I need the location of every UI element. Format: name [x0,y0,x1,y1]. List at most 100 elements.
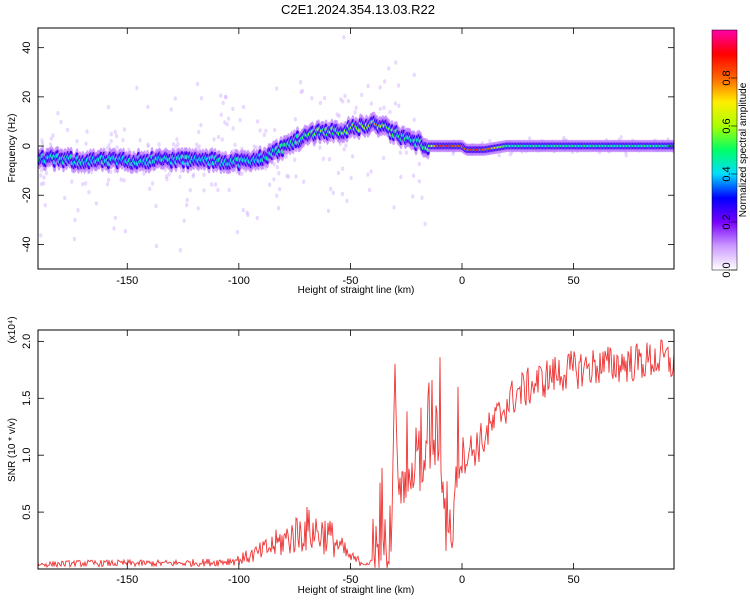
heatmap-speckle [195,142,199,147]
spectrogram-x-axis-title: Height of straight line (km) [298,285,415,296]
heatmap-speckle [113,215,117,220]
heatmap-speckle [173,96,177,101]
heatmap-speckle [115,145,119,150]
heatmap-speckle [81,182,85,187]
heatmap-speckle [107,143,111,148]
heatmap-speckle [106,105,111,110]
heatmap-speckle [146,104,150,110]
heatmap-speckle [411,194,415,199]
heatmap-speckle [225,122,229,127]
heatmap-speckle [262,132,266,138]
heatmap-speckle [176,142,180,147]
y-tick-label: 1.0 [21,448,33,463]
heatmap-speckle [185,197,189,203]
heatmap-speckle [135,85,139,91]
y-tick-label: 0.5 [21,504,33,519]
x-tick-label: 0 [459,574,465,586]
heatmap-speckle [488,138,492,144]
heatmap-speckle [275,86,279,91]
heatmap-speckle [214,182,218,187]
heatmap-speckle [241,104,246,110]
heatmap-speckle [216,187,220,193]
heatmap-speckle [73,217,77,223]
heatmap-speckle [84,181,88,186]
heatmap-speckle [196,81,200,87]
heatmap-speckle [43,203,47,208]
heatmap-speckle [341,99,345,104]
heatmap-speckle [528,136,532,141]
heatmap-speckle [341,166,345,171]
heatmap-speckle [277,171,281,176]
heatmap-speckle [367,187,372,193]
y-tick-label: -20 [21,187,33,203]
heatmap-speckle [39,173,43,178]
y-tick-label: -40 [21,236,33,252]
heatmap-speckle [169,107,173,112]
y-tick-label: 20 [21,91,33,103]
snr-y-multiplier: (x10⁴) [7,316,18,343]
heatmap-speckle [240,171,244,176]
spectrogram-panel: -150 -100 -50 0 50 -40 -20 0 20 40 Height of str… [7,27,675,296]
heatmap-speckle [345,198,349,204]
y-tick-label: 40 [21,42,33,54]
spectrogram-plot-area [38,35,674,253]
heatmap-speckle [154,243,159,249]
colorbar-tick-label: 0.6 [721,118,733,133]
heatmap-speckle [76,208,80,213]
x-tick-label: 50 [567,275,579,287]
heatmap-speckle [191,174,195,179]
heatmap-speckle [383,79,387,84]
heatmap-speckle [344,143,348,148]
heatmap-speckle [107,177,111,183]
heatmap-speckle [284,154,288,159]
heatmap-speckle [220,137,224,142]
spectrogram-y-ticks: -40 -20 0 20 40 [21,42,674,252]
heatmap-speckle [197,129,201,135]
heatmap-speckle [387,66,391,71]
heatmap-speckle [264,166,268,171]
heatmap-speckle [619,135,623,140]
heatmap-speckle [397,83,401,88]
heatmap-speckle [318,100,322,106]
heatmap-speckle [323,95,327,101]
heatmap-speckle [300,88,304,94]
heatmap-speckle [378,106,382,112]
heatmap-speckle [252,144,256,149]
heatmap-speckle [109,139,113,144]
heatmap-speckle [105,182,110,187]
heatmap-speckle [94,201,98,206]
heatmap-speckle [39,168,44,173]
snr-x-ticks: -150 -100 -50 0 50 [116,330,580,586]
heatmap-speckle [51,133,55,138]
heatmap-speckle [105,146,109,151]
heatmap-speckle [299,80,303,85]
heatmap-speckle [196,206,200,211]
heatmap-speckle [366,83,370,89]
heatmap-speckle [231,126,235,131]
colorbar-tick-label: 0.2 [721,214,733,229]
heatmap-speckle [508,152,512,157]
heatmap-speckle [212,137,216,142]
x-tick-label: 50 [567,574,579,586]
heatmap-speckle [121,138,125,143]
heatmap-speckle [219,112,223,117]
heatmap-speckle [268,182,272,187]
colorbar-tick-label: 0.4 [721,166,733,181]
heatmap-speckle [84,141,88,146]
heatmap-speckle [329,186,333,192]
heatmap-speckle [351,154,355,159]
heatmap-speckle [562,135,566,141]
heatmap-speckle [388,109,392,115]
colorbar-tick-label: 0.8 [721,70,733,85]
heatmap-speckle [171,142,176,147]
heatmap-speckle [342,147,346,152]
snr-panel: -150 -100 -50 0 50 0.5 1.0 1.5 2.0 Height of st… [7,316,675,596]
heatmap-speckle [112,226,116,231]
heatmap-speckle [393,101,398,106]
heatmap-speckle [275,193,279,198]
heatmap-speckle [42,175,46,180]
heatmap-speckle [40,138,44,143]
colorbar-label: Normalized spectral amplitude [738,82,749,217]
heatmap-speckle [56,111,60,116]
heatmap-speckle [340,191,344,197]
